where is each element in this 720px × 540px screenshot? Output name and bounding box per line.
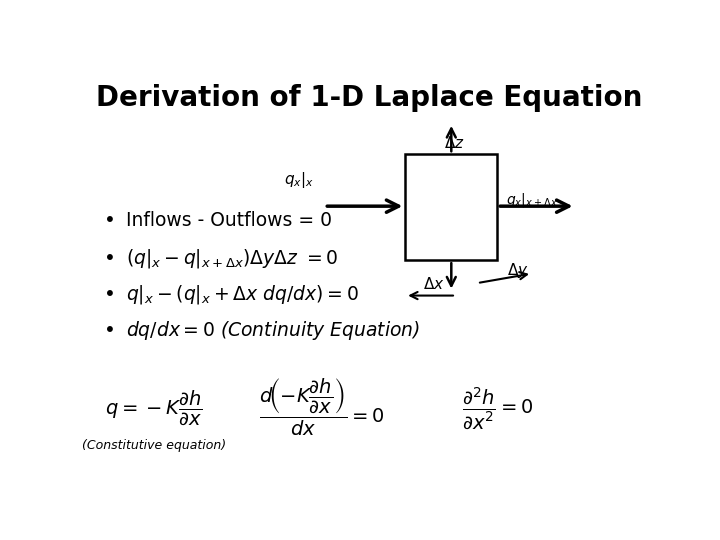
Text: Derivation of 1-D Laplace Equation: Derivation of 1-D Laplace Equation xyxy=(96,84,642,112)
Text: $\Delta z$: $\Delta z$ xyxy=(444,135,465,151)
Text: $\Delta x$: $\Delta x$ xyxy=(423,275,445,292)
Text: $\dfrac{d\!\left(-K\dfrac{\partial h}{\partial x}\right)}{dx} = 0$: $\dfrac{d\!\left(-K\dfrac{\partial h}{\p… xyxy=(258,377,384,438)
Text: $q = -K\dfrac{\partial h}{\partial x}$: $q = -K\dfrac{\partial h}{\partial x}$ xyxy=(105,389,203,427)
Text: $dq/dx = 0$ (Continuity Equation): $dq/dx = 0$ (Continuity Equation) xyxy=(126,320,420,342)
Text: $\dfrac{\partial^2 h}{\partial x^2} = 0$: $\dfrac{\partial^2 h}{\partial x^2} = 0$ xyxy=(462,385,533,431)
Text: •: • xyxy=(104,248,116,268)
Text: $q_x|_{x+\Delta x}$: $q_x|_{x+\Delta x}$ xyxy=(505,191,558,209)
Text: $\Delta y$: $\Delta y$ xyxy=(508,261,529,280)
Text: •: • xyxy=(104,285,116,304)
Text: (Constitutive equation): (Constitutive equation) xyxy=(82,439,226,452)
Text: •: • xyxy=(104,321,116,340)
Text: Inflows - Outflows = 0: Inflows - Outflows = 0 xyxy=(126,211,332,230)
Text: $q_x|_x$: $q_x|_x$ xyxy=(284,170,315,190)
Text: $(q|_x - q|_{x+\Delta x})\Delta y \Delta z\ = 0$: $(q|_x - q|_{x+\Delta x})\Delta y \Delta… xyxy=(126,247,338,269)
Bar xyxy=(405,154,498,260)
Text: $q|_x - (q|_x + \Delta x\ dq/dx) = 0$: $q|_x - (q|_x + \Delta x\ dq/dx) = 0$ xyxy=(126,283,359,306)
Text: •: • xyxy=(104,211,116,230)
